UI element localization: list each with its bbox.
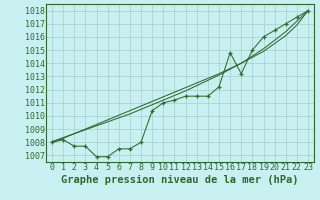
- X-axis label: Graphe pression niveau de la mer (hPa): Graphe pression niveau de la mer (hPa): [61, 175, 299, 185]
